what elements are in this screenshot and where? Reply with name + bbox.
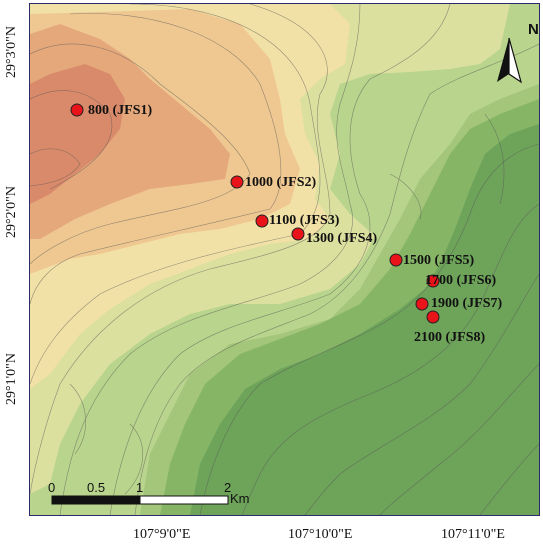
scale-tick-2: 2	[224, 480, 232, 495]
site-label-8: 2100 (JFS8)	[414, 330, 486, 345]
site-label-3: 1100 (JFS3)	[269, 213, 340, 228]
north-arrow-icon	[497, 37, 523, 84]
site-marker-5	[389, 253, 403, 267]
site-marker-2	[230, 175, 244, 189]
scale-tick-1: 1	[136, 480, 144, 495]
site-label-2: 1000 (JFS2)	[245, 175, 317, 190]
latitude-tick-2: 29°2'0"N	[4, 186, 19, 238]
scale-bar	[51, 495, 229, 505]
contour-lines	[30, 4, 539, 515]
latitude-tick-1: 29°3'0"N	[4, 26, 19, 78]
longitude-tick-3: 107°11'0"E	[441, 527, 505, 542]
site-marker-7	[415, 297, 429, 311]
scale-tick-0-5: 0.5	[87, 480, 106, 495]
map-frame: 800 (JFS1) 1000 (JFS2) 1100 (JFS3) 1300 (JF…	[29, 3, 540, 516]
site-label-7: 1900 (JFS7)	[431, 296, 503, 311]
site-label-4: 1300 (JFS4)	[306, 231, 378, 246]
site-marker-3	[255, 214, 269, 228]
scale-segment-white	[139, 495, 229, 505]
site-label-6: 1700 (JFS6)	[425, 273, 497, 288]
terrain-peak	[30, 64, 125, 204]
north-letter: N	[528, 21, 539, 38]
site-marker-4	[291, 227, 305, 241]
scale-tick-0: 0	[48, 480, 56, 495]
site-marker-8	[426, 310, 440, 324]
latitude-tick-3: 29°1'0"N	[4, 353, 19, 405]
site-markers	[70, 103, 440, 324]
terrain-dark-green	[190, 124, 539, 515]
scale-unit: Km	[230, 491, 250, 506]
site-marker-6	[426, 274, 440, 288]
site-label-1: 800 (JFS1)	[88, 103, 153, 118]
site-label-5: 1500 (JFS5)	[403, 253, 475, 268]
terrain-map	[30, 4, 539, 515]
scale-segment-black	[51, 495, 141, 505]
longitude-tick-2: 107°10'0"E	[288, 527, 353, 542]
longitude-tick-1: 107°9'0"E	[133, 527, 191, 542]
site-marker-1	[70, 103, 84, 117]
